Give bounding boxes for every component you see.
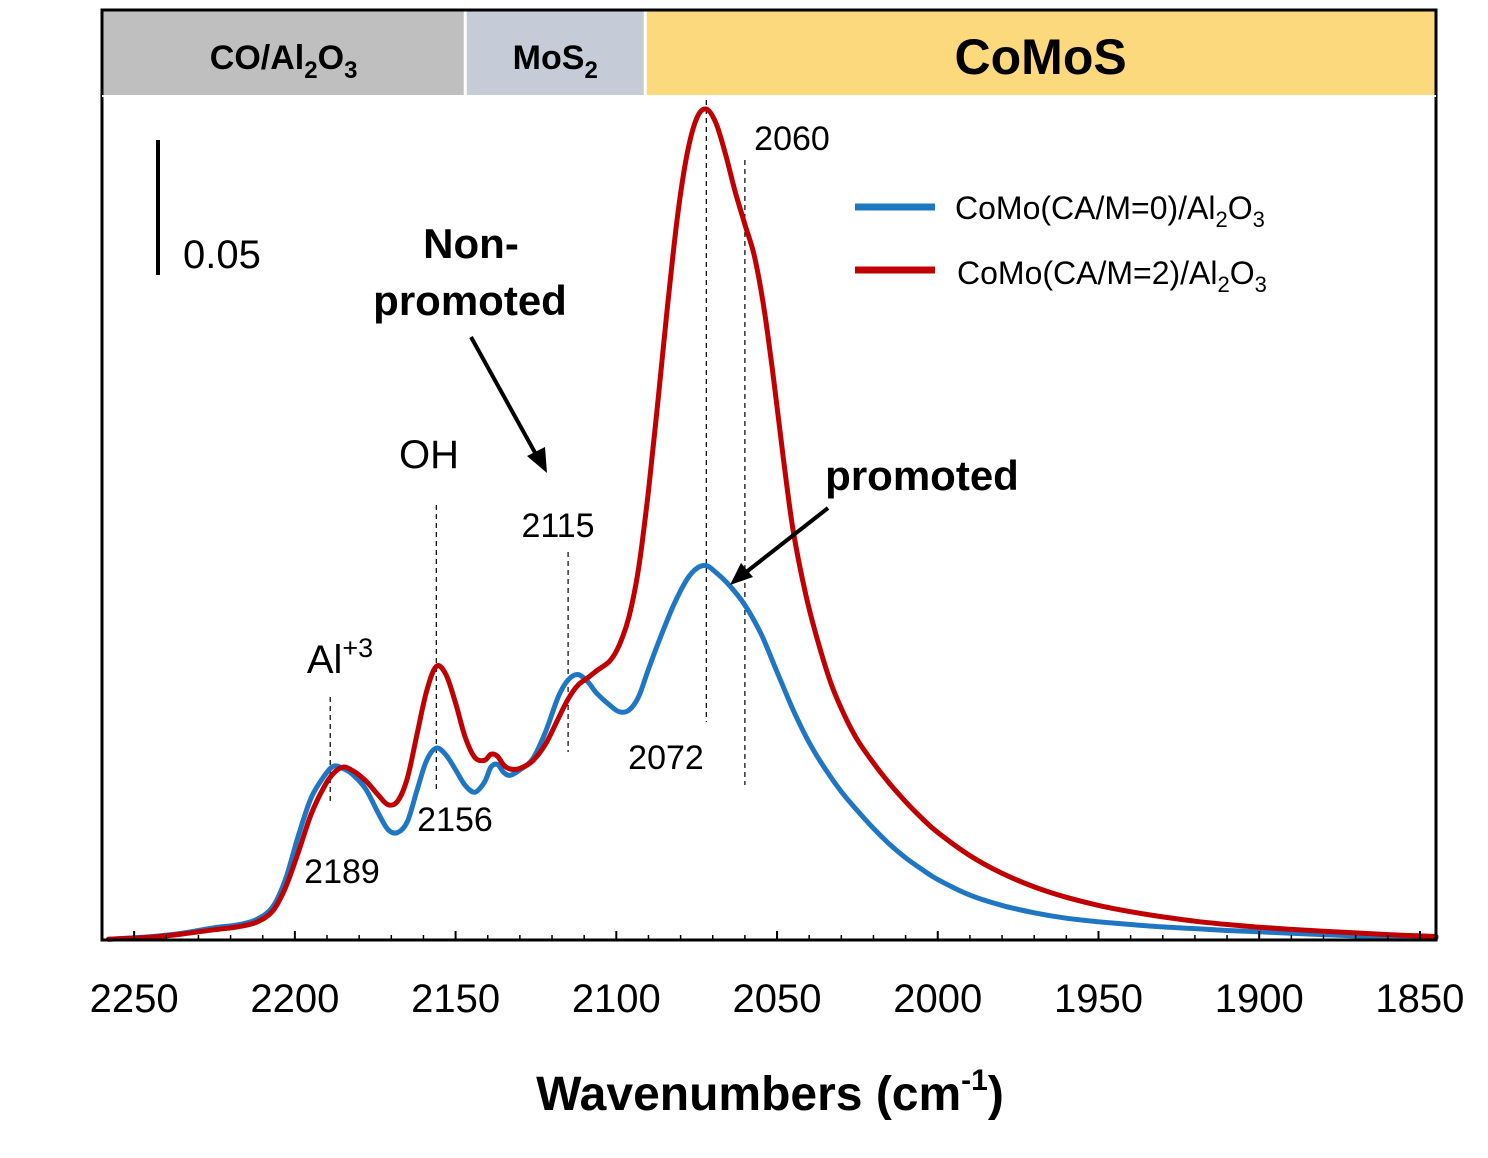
x-tick-label-2000: 2000	[893, 977, 982, 1021]
x-tick-label-2250: 2250	[90, 977, 179, 1021]
peak-label-2156: 2156	[417, 801, 493, 839]
annotation-oh: OH	[399, 433, 459, 477]
annotation-promoted: promoted	[825, 452, 1019, 499]
x-tick-label-2100: 2100	[572, 977, 661, 1021]
plot-frame	[100, 8, 1438, 942]
region-label-comos: CoMoS	[955, 29, 1127, 85]
arrow-promoted	[730, 506, 830, 585]
annotation-non-promoted-line2: promoted	[373, 277, 567, 324]
legend-label-ca-m-0: CoMo(CA/M=0)/Al2O3	[955, 190, 1265, 232]
x-tick-label-2050: 2050	[733, 977, 822, 1021]
legend: CoMo(CA/M=0)/Al2O3 CoMo(CA/M=2)/Al2O3	[855, 190, 1267, 297]
x-tick-label-1950: 1950	[1054, 977, 1143, 1021]
peak-lines	[329, 100, 746, 805]
annotation-al3: Al+3	[307, 633, 373, 682]
peak-label-2072: 2072	[628, 739, 704, 777]
series-line-1	[105, 106, 1439, 942]
region-bands	[102, 10, 1436, 96]
series-curves	[105, 106, 1439, 942]
peak-label-2060: 2060	[754, 120, 830, 158]
region-label-co-al2o3: CO/Al2O3	[210, 39, 358, 84]
legend-label-ca-m-2: CoMo(CA/M=2)/Al2O3	[957, 255, 1267, 297]
x-axis-ticks: 2250 2200 2150 2100 2050 2000 1950 1900 1850	[90, 931, 1464, 1021]
arrow-non-promoted	[469, 336, 547, 473]
x-axis-label: Wavenumbers (cm-1)	[536, 1064, 1004, 1121]
region-label-mos2: MoS2	[513, 39, 598, 84]
x-tick-label-2150: 2150	[411, 977, 500, 1021]
peak-label-2189: 2189	[304, 853, 380, 891]
x-tick-label-1900: 1900	[1215, 977, 1304, 1021]
series-line-0	[105, 562, 1439, 942]
region-band-1	[465, 10, 646, 96]
x-tick-label-1850: 1850	[1375, 977, 1464, 1021]
region-band-2	[645, 10, 1436, 96]
x-tick-label-2200: 2200	[250, 977, 339, 1021]
scale-bar-label: 0.05	[183, 233, 261, 277]
annotation-non-promoted-line1: Non-	[423, 220, 519, 267]
peak-label-2115: 2115	[521, 507, 594, 545]
region-band-0	[102, 10, 466, 96]
